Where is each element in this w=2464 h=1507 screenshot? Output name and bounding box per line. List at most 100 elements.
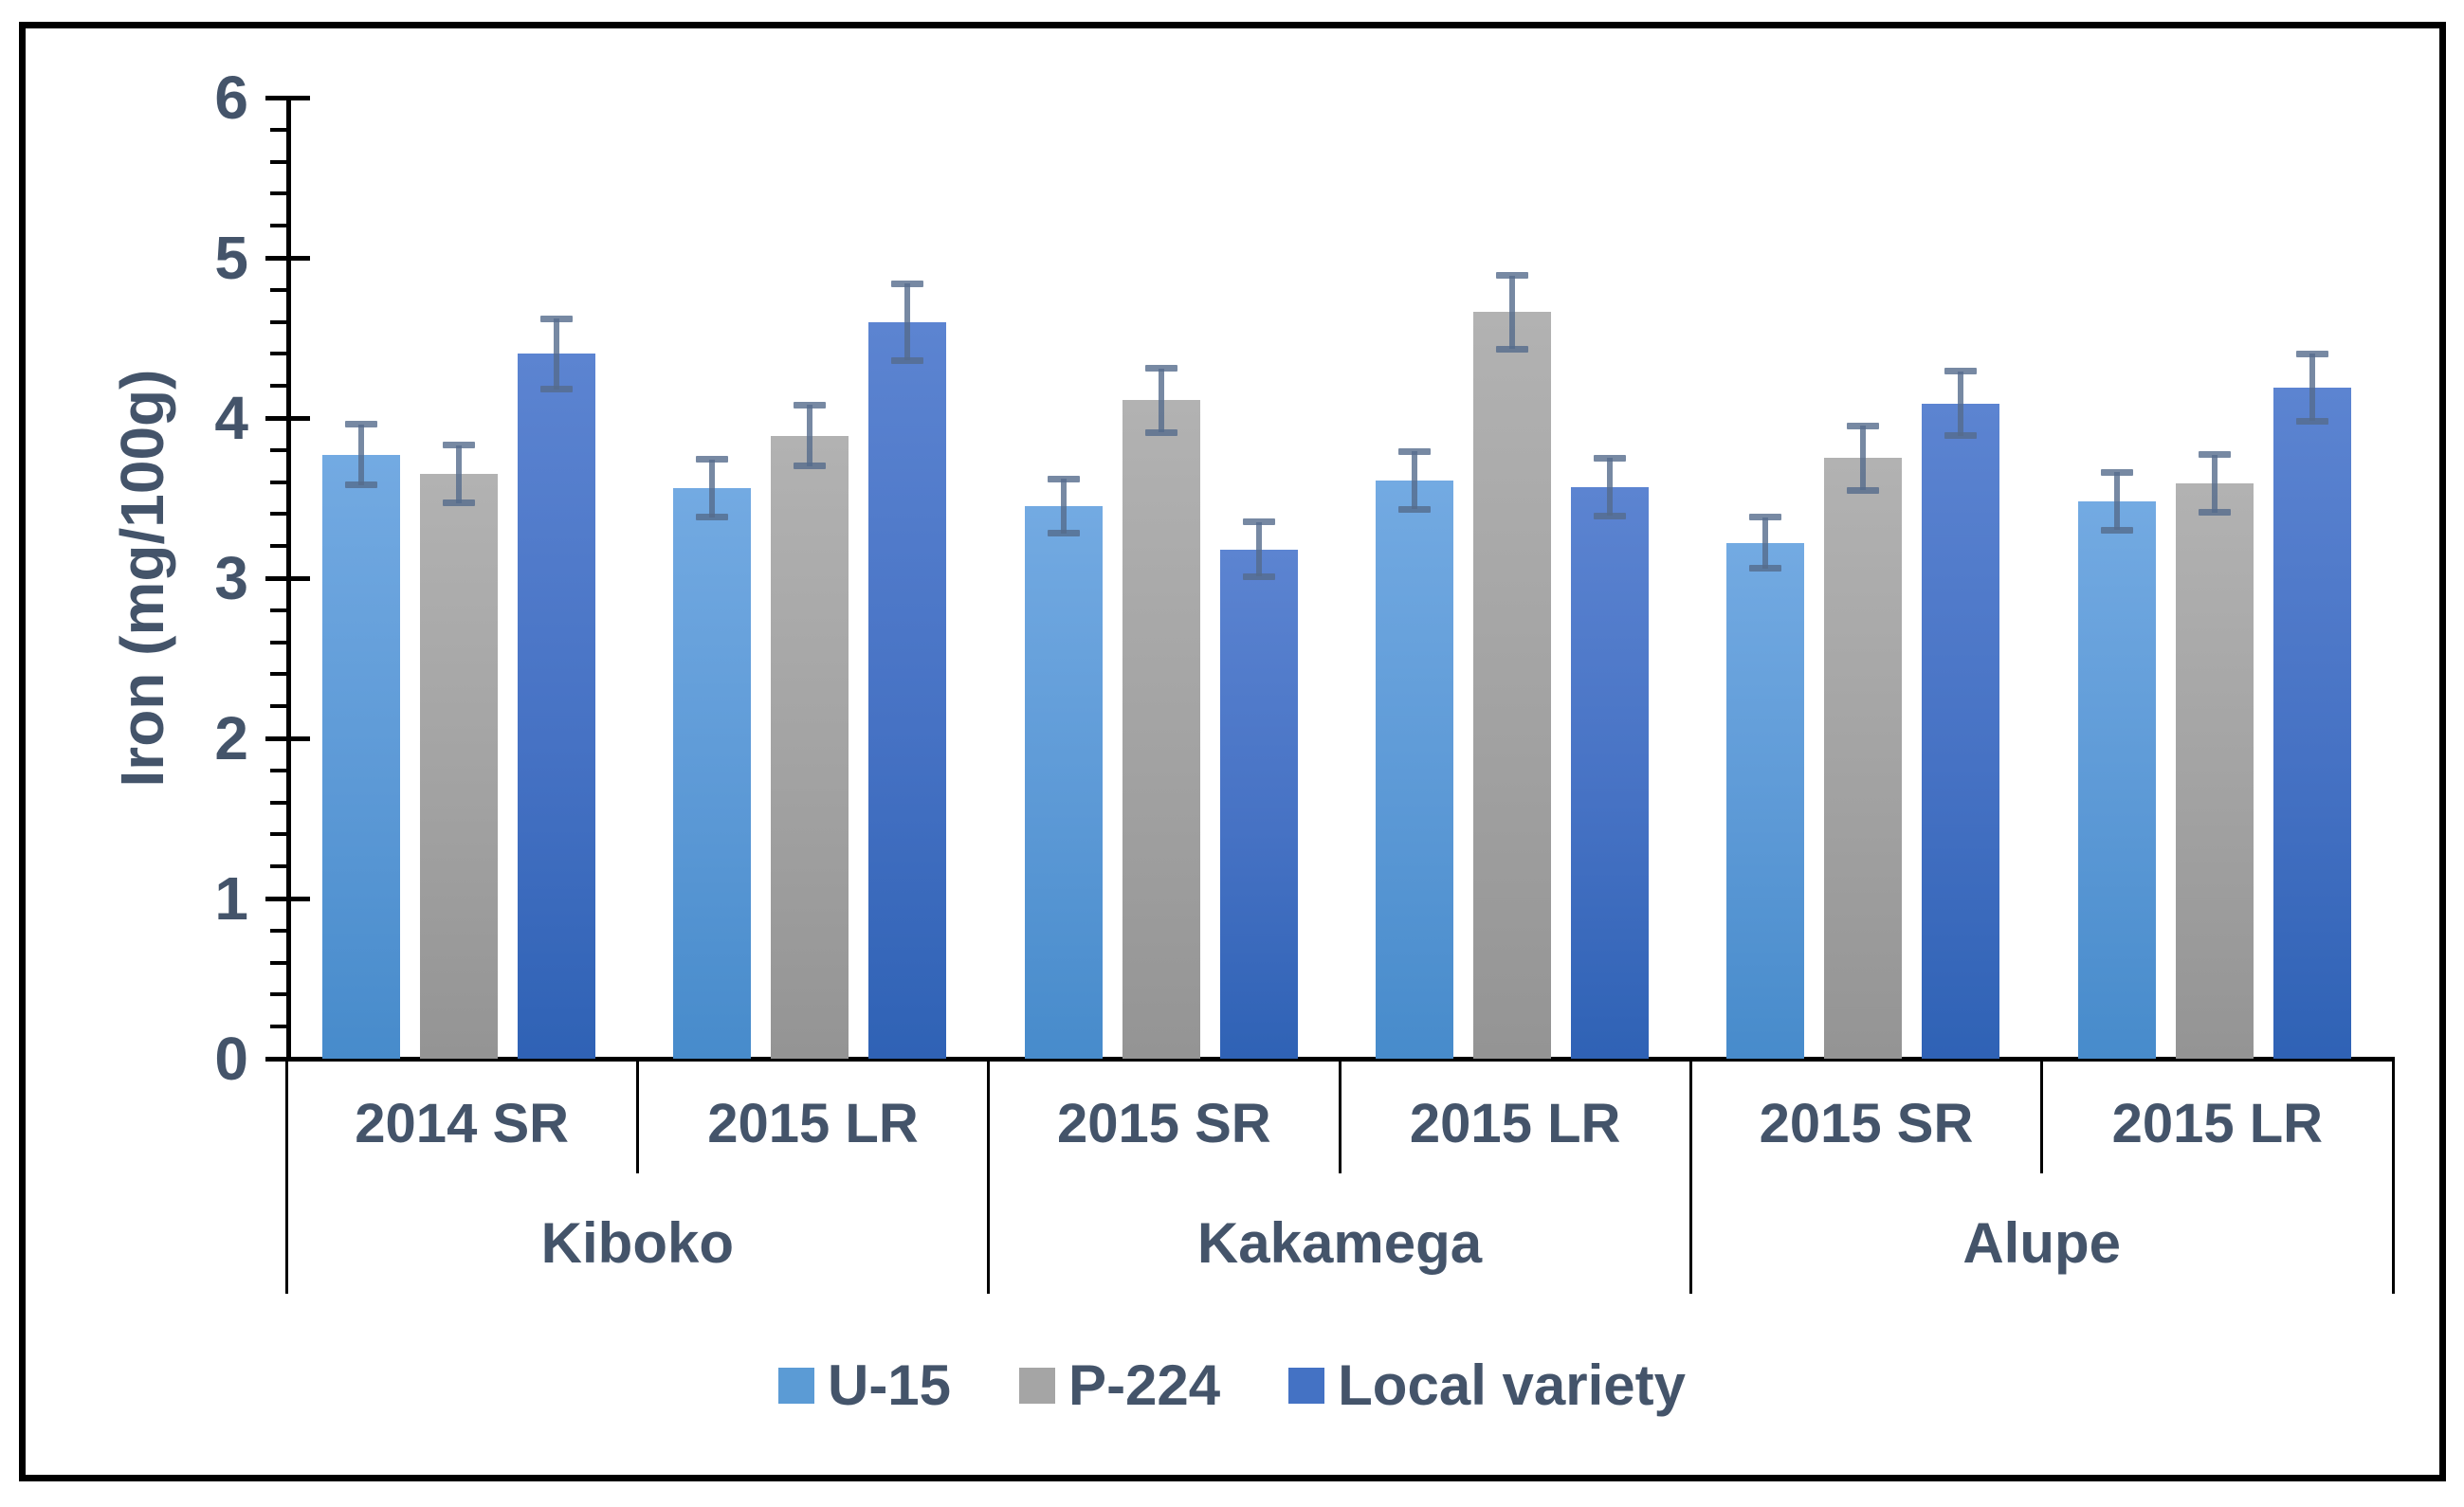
- bar-local-variety: [518, 354, 595, 1059]
- error-bar-cap-bottom: [1144, 428, 1177, 436]
- y-minor-tick: [270, 447, 286, 452]
- y-minor-tick: [270, 287, 286, 292]
- legend-label: Local variety: [1338, 1353, 1687, 1417]
- y-minor-tick: [270, 191, 286, 196]
- error-bar-cap-bottom: [1398, 505, 1431, 513]
- error-bar-cap-bottom: [2295, 417, 2328, 425]
- error-bar-cap-top: [891, 280, 924, 287]
- error-bar-whisker: [358, 424, 364, 485]
- bar-local-variety: [2272, 387, 2351, 1059]
- y-minor-tick: [270, 960, 286, 965]
- season-label: 2015 SR: [1759, 1093, 1974, 1154]
- bar-u-15: [673, 488, 752, 1059]
- location-label: Alupe: [1962, 1211, 2121, 1275]
- bar-p-224: [1824, 458, 1903, 1059]
- y-tick-label: 3: [214, 544, 248, 612]
- legend-label: U-15: [827, 1353, 952, 1417]
- location-separator: [2391, 1059, 2395, 1294]
- y-minor-tick: [270, 159, 286, 164]
- bar-p-224: [420, 474, 498, 1059]
- y-tick-label: 1: [214, 864, 248, 933]
- error-bar-cap-bottom: [696, 514, 729, 521]
- season-label: 2015 LR: [2111, 1093, 2324, 1154]
- error-bar-cap-bottom: [345, 481, 377, 489]
- y-major-tick: [265, 415, 310, 421]
- y-major-tick: [265, 255, 310, 261]
- error-bar-whisker: [709, 459, 716, 517]
- error-bar-cap-bottom: [1749, 565, 1782, 572]
- bar-u-15: [1376, 480, 1453, 1059]
- bar-p-224: [2175, 483, 2254, 1059]
- legend-swatch-icon: [1019, 1368, 1056, 1404]
- legend-item: P-224: [1019, 1357, 1220, 1414]
- y-major-tick: [265, 575, 310, 581]
- error-bar-cap-bottom: [1242, 572, 1275, 580]
- y-tick-label: 5: [214, 224, 248, 292]
- error-bar-cap-top: [1944, 368, 1978, 375]
- error-bar-cap-bottom: [891, 356, 924, 364]
- y-minor-tick: [270, 992, 286, 997]
- location-separator: [987, 1059, 991, 1294]
- y-minor-tick: [270, 800, 286, 805]
- error-bar-cap-top: [1847, 422, 1880, 429]
- season-label: 2015 LR: [707, 1093, 919, 1154]
- error-bar-cap-top: [1594, 454, 1626, 462]
- error-bar-cap-top: [1749, 514, 1782, 521]
- error-bar-cap-top: [1047, 475, 1080, 482]
- y-minor-tick: [270, 704, 286, 709]
- error-bar-whisker: [554, 318, 559, 390]
- error-bar-whisker: [1509, 275, 1515, 350]
- error-bar-whisker: [1060, 479, 1067, 534]
- error-bar-cap-bottom: [1047, 530, 1080, 537]
- error-bar-whisker: [456, 445, 462, 503]
- error-bar-cap-top: [540, 315, 573, 322]
- legend-swatch-icon: [777, 1368, 814, 1404]
- error-bar-whisker: [1762, 517, 1769, 569]
- season-separator: [1338, 1059, 1342, 1173]
- y-minor-tick: [270, 672, 286, 677]
- error-bar-cap-top: [2198, 451, 2231, 459]
- bar-local-variety: [1571, 486, 1649, 1059]
- y-tick-label: 4: [214, 384, 248, 452]
- error-bar-cap-bottom: [443, 499, 475, 507]
- y-minor-tick: [270, 127, 286, 132]
- y-minor-tick: [270, 1025, 286, 1029]
- y-minor-tick: [270, 768, 286, 772]
- legend-label: P-224: [1068, 1353, 1221, 1417]
- bar-local-variety: [1219, 549, 1298, 1059]
- location-label: Kiboko: [540, 1211, 734, 1275]
- bar-local-variety: [868, 321, 947, 1059]
- y-minor-tick: [270, 512, 286, 517]
- season-separator: [2040, 1059, 2044, 1173]
- y-minor-tick: [270, 640, 286, 645]
- y-major-tick: [265, 896, 310, 901]
- y-minor-tick: [270, 352, 286, 356]
- y-minor-tick: [270, 608, 286, 612]
- y-tick-label: 2: [214, 704, 248, 772]
- error-bar-whisker: [807, 405, 813, 466]
- error-bar-cap-top: [1398, 447, 1431, 455]
- bar-u-15: [1024, 505, 1103, 1059]
- location-separator: [1688, 1059, 1692, 1294]
- legend-item: U-15: [777, 1353, 952, 1417]
- bar-p-224: [1473, 312, 1551, 1059]
- error-bar-whisker: [1158, 368, 1164, 433]
- error-bar-whisker: [1412, 451, 1417, 510]
- error-bar-whisker: [1255, 521, 1262, 577]
- y-minor-tick: [270, 928, 286, 933]
- y-major-tick: [265, 95, 310, 100]
- error-bar-cap-bottom: [2100, 526, 2133, 534]
- error-bar-cap-bottom: [794, 463, 827, 470]
- bar-p-224: [1122, 400, 1200, 1059]
- season-label: 2014 SR: [355, 1093, 570, 1154]
- y-major-tick: [265, 1056, 310, 1062]
- location-separator: [284, 1059, 288, 1294]
- error-bar-cap-bottom: [1944, 432, 1978, 440]
- y-major-tick: [265, 735, 310, 741]
- bar-u-15: [2077, 500, 2156, 1059]
- error-bar-cap-top: [696, 456, 729, 463]
- bar-local-variety: [1922, 403, 2000, 1059]
- season-separator: [635, 1059, 639, 1173]
